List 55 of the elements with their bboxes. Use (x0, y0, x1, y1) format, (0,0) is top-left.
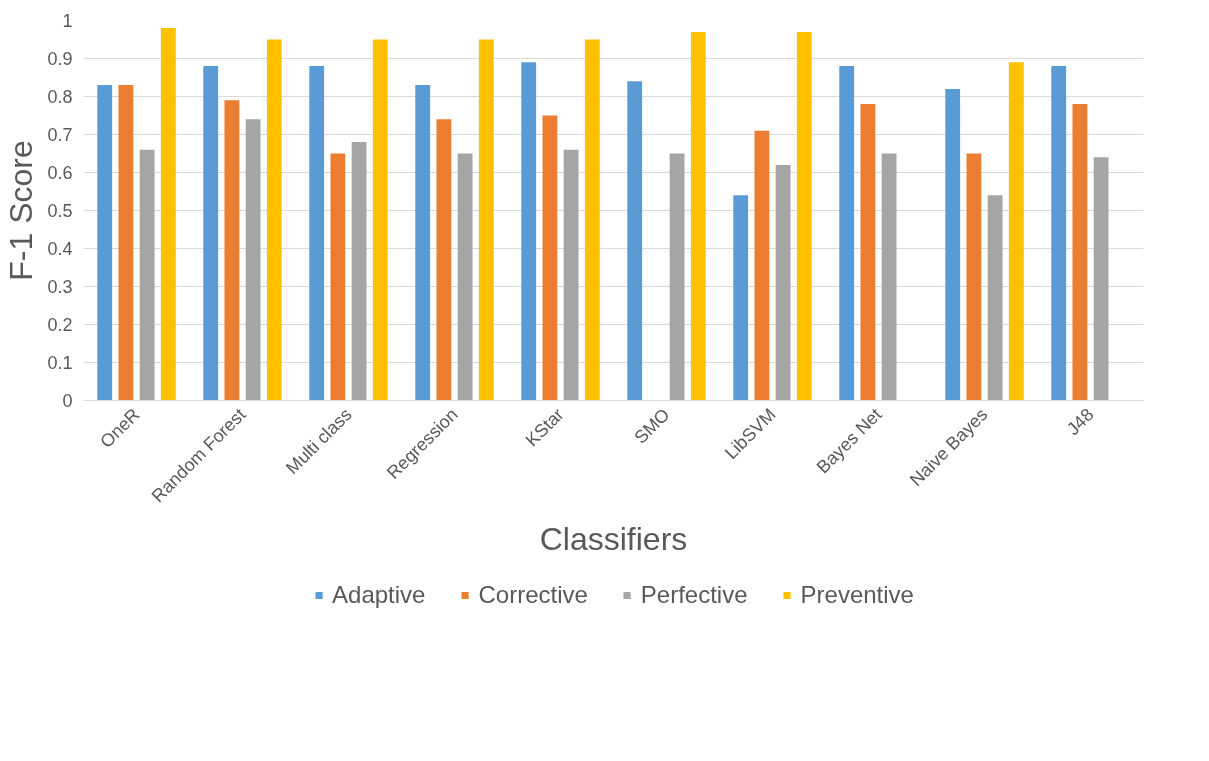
bar (945, 88, 961, 401)
x-axis-title: Classifiers (539, 521, 688, 558)
y-tick-label: 1 (62, 11, 73, 31)
bar (160, 28, 176, 401)
legend-label: Perfective (640, 581, 748, 609)
bar (521, 62, 537, 401)
legend-label: Adaptive (332, 581, 426, 609)
bar (542, 115, 558, 401)
bar (690, 31, 706, 401)
y-tick-label: 0 (62, 391, 73, 411)
legend-label: Corrective (478, 581, 588, 609)
bar (266, 39, 282, 401)
bar (669, 153, 685, 401)
y-tick-label: 0.4 (47, 239, 73, 259)
bar (245, 119, 261, 401)
y-tick-label: 0.9 (47, 49, 73, 69)
bar (563, 149, 579, 401)
bar (754, 130, 770, 401)
bar (139, 149, 155, 401)
bar (118, 85, 134, 401)
bar (796, 31, 812, 401)
y-tick-label: 0.2 (47, 315, 73, 335)
bar (203, 66, 219, 401)
bar (351, 142, 367, 401)
bar (584, 39, 600, 401)
y-tick-label: 0.7 (47, 125, 73, 145)
bar (860, 104, 876, 401)
y-tick-label: 0.1 (47, 353, 73, 373)
bar (1051, 66, 1067, 401)
y-tick-label: 0.3 (47, 277, 73, 297)
legend-label: Preventive (800, 581, 914, 609)
bar (775, 164, 791, 401)
bar (1093, 157, 1109, 401)
bar (733, 195, 749, 401)
bar (309, 66, 325, 401)
bar (224, 100, 240, 401)
y-axis-title: F-1 Score (3, 140, 40, 281)
y-tick-label: 0.8 (47, 87, 73, 107)
bar (1072, 104, 1088, 401)
y-tick-label: 0.6 (47, 163, 73, 183)
bar (627, 81, 643, 401)
bar (966, 153, 982, 401)
bar (478, 39, 494, 401)
bar (1008, 62, 1024, 401)
bar (415, 85, 431, 401)
bar (839, 66, 855, 401)
y-tick-label: 0.5 (47, 201, 73, 221)
bar (436, 119, 452, 401)
bar (987, 195, 1003, 401)
bar (97, 85, 113, 401)
bar (881, 153, 897, 401)
bar (372, 39, 388, 401)
bar (330, 153, 346, 401)
x-tick-label: J48 (1062, 404, 1098, 440)
bar (457, 153, 473, 401)
